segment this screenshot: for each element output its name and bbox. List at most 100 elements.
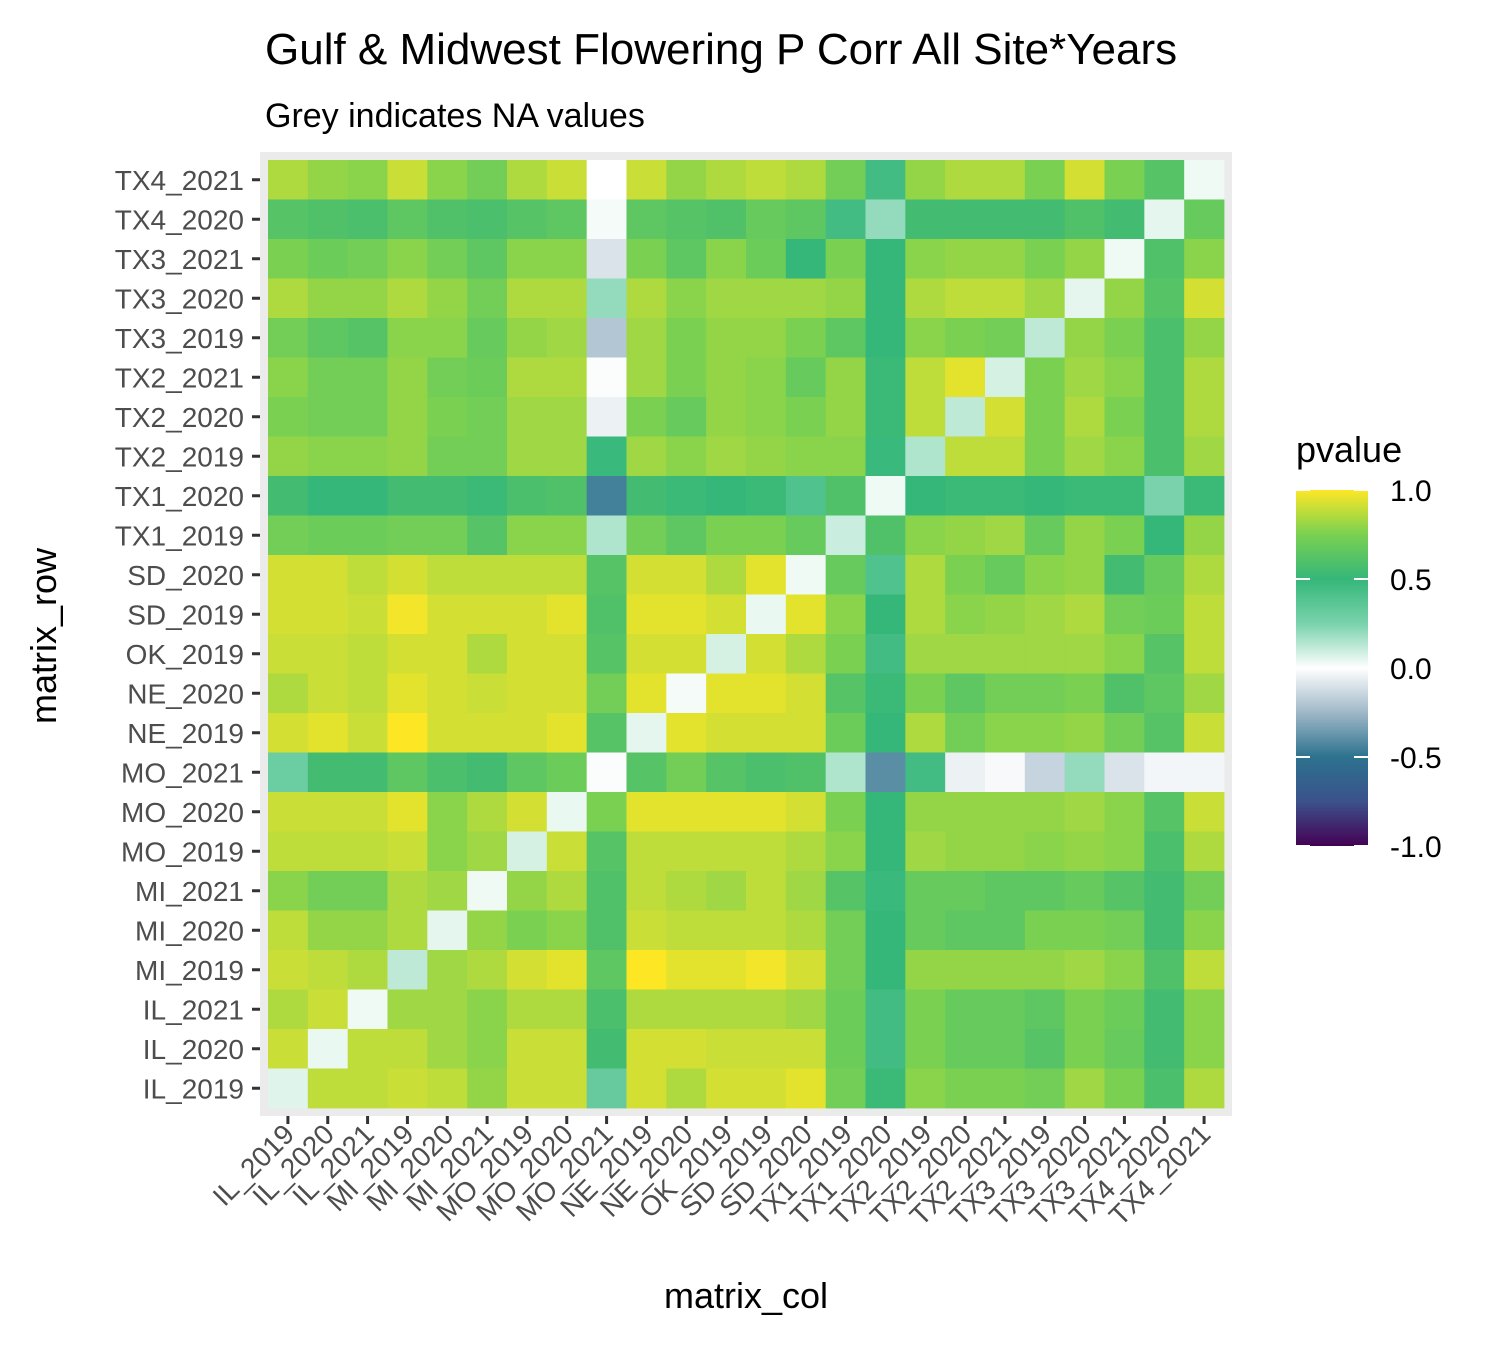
heatmap-cell — [507, 436, 548, 477]
heatmap-cell — [1064, 1029, 1105, 1069]
heatmap-cell — [785, 199, 827, 240]
y-tick-label: TX2_2019 — [115, 441, 244, 472]
heatmap-cell — [586, 673, 627, 714]
heatmap-cell — [905, 160, 946, 200]
heatmap-cell — [546, 634, 588, 674]
heatmap-cell — [467, 515, 508, 556]
heatmap-cell — [1104, 555, 1145, 595]
heatmap-cell — [1024, 278, 1066, 319]
heatmap-cell — [387, 476, 428, 516]
heatmap-cell — [746, 239, 787, 279]
heatmap-cell — [347, 792, 388, 832]
heatmap-cell — [825, 634, 866, 674]
heatmap-cell — [785, 634, 827, 674]
heatmap-cell — [507, 515, 548, 556]
heatmap-cell — [945, 318, 986, 358]
heatmap-cell — [985, 515, 1026, 556]
heatmap-cell — [945, 594, 986, 635]
heatmap-cell — [825, 1029, 866, 1069]
heatmap-cell — [626, 555, 667, 595]
heatmap-cell — [1024, 318, 1066, 358]
heatmap-cell — [746, 476, 787, 516]
heatmap-cell — [985, 318, 1026, 358]
heatmap-cell — [1184, 1068, 1225, 1109]
heatmap-cell — [825, 199, 866, 240]
heatmap-cell — [427, 555, 468, 595]
heatmap-cell — [825, 476, 866, 516]
heatmap-cell — [307, 160, 349, 200]
heatmap-cell — [427, 989, 468, 1030]
heatmap-cell — [427, 1068, 468, 1109]
chart-title: Gulf & Midwest Flowering P Corr All Site… — [265, 25, 1177, 74]
heatmap-cell — [905, 673, 946, 714]
heatmap-cell — [1144, 436, 1185, 477]
heatmap-cell — [586, 1068, 627, 1109]
legend-tick-label: 1.0 — [1390, 475, 1432, 508]
heatmap-cell — [586, 989, 627, 1030]
heatmap-cell — [307, 831, 349, 872]
heatmap-cell — [1064, 199, 1105, 240]
heatmap-cell — [507, 476, 548, 516]
heatmap-cell — [307, 871, 349, 911]
heatmap-cell — [546, 318, 588, 358]
heatmap-cell — [1024, 594, 1066, 635]
heatmap-cell — [626, 594, 667, 635]
heatmap-cell — [825, 278, 866, 319]
heatmap-cell — [1024, 950, 1066, 990]
heatmap-cell — [865, 318, 906, 358]
y-tick-label: MO_2019 — [121, 836, 244, 867]
heatmap-cell — [387, 910, 428, 951]
heatmap-cell — [626, 792, 667, 832]
heatmap-cell — [1104, 160, 1145, 200]
heatmap-cell — [586, 160, 627, 200]
heatmap-cell — [387, 515, 428, 556]
heatmap-cell — [1144, 476, 1185, 516]
heatmap-cell — [546, 752, 588, 793]
heatmap-cell — [1104, 515, 1145, 556]
heatmap-cell — [825, 792, 866, 832]
heatmap-cell — [1184, 910, 1225, 951]
heatmap-cell — [307, 792, 349, 832]
heatmap-cell — [666, 515, 707, 556]
heatmap-cell — [666, 634, 707, 674]
heatmap-cell — [1144, 160, 1185, 200]
heatmap-cell — [387, 831, 428, 872]
heatmap-cell — [507, 713, 548, 753]
heatmap-cell — [307, 318, 349, 358]
heatmap-cell — [1104, 199, 1145, 240]
heatmap-cell — [706, 476, 747, 516]
heatmap-cell — [1024, 357, 1066, 398]
heatmap-cell — [666, 831, 707, 872]
heatmap-cell — [387, 1068, 428, 1109]
heatmap-cell — [268, 318, 309, 358]
heatmap-cell — [507, 831, 548, 872]
heatmap-cell — [666, 199, 707, 240]
heatmap-cell — [785, 1068, 827, 1109]
heatmap-cell — [1104, 357, 1145, 398]
x-axis-title: matrix_col — [664, 1275, 828, 1316]
heatmap-cell — [865, 950, 906, 990]
heatmap-cell — [586, 199, 627, 240]
heatmap-cell — [1104, 594, 1145, 635]
heatmap-cell — [1184, 831, 1225, 872]
heatmap-cell — [706, 989, 747, 1030]
heatmap-cell — [785, 871, 827, 911]
heatmap-cell — [945, 515, 986, 556]
chart-subtitle: Grey indicates NA values — [265, 97, 645, 135]
y-tick-label: IL_2020 — [143, 1034, 244, 1065]
heatmap-cell — [785, 950, 827, 990]
heatmap-cell — [1144, 713, 1185, 753]
heatmap-cell — [268, 634, 309, 674]
heatmap-cell — [586, 910, 627, 951]
heatmap-cell — [268, 713, 309, 753]
heatmap-cell — [546, 555, 588, 595]
heatmap-cell — [467, 199, 508, 240]
heatmap-cell — [746, 278, 787, 319]
y-tick-label: TX4_2020 — [115, 204, 244, 235]
y-tick-label: NE_2019 — [127, 718, 244, 749]
heatmap-cell — [825, 950, 866, 990]
heatmap-cell — [268, 555, 309, 595]
heatmap-cell — [985, 594, 1026, 635]
y-tick-label: IL_2021 — [143, 994, 244, 1025]
heatmap-cell — [706, 950, 747, 990]
